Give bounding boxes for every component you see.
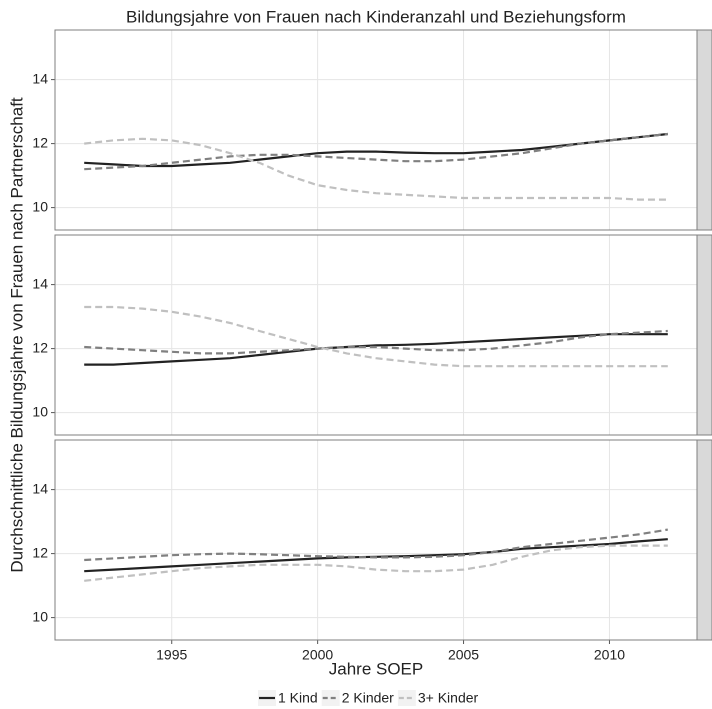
panel-background: [54, 439, 698, 641]
y-tick-label: 10: [32, 403, 48, 419]
y-tick-label: 12: [32, 339, 48, 355]
panel: 1012141995200020052010Ehe in HH: [32, 439, 712, 663]
series-line: [84, 528, 668, 562]
series-line: [84, 132, 668, 171]
y-axis-title: Durchschnittliche Bildungsjahre von Frau…: [7, 97, 26, 573]
y-tick-label: 12: [32, 134, 48, 150]
panel: 101214Partner in HH: [32, 234, 712, 436]
x-tick-label: 2005: [448, 647, 479, 663]
y-tick-label: 14: [32, 480, 48, 496]
series-line: [84, 544, 668, 582]
y-tick-label: 14: [32, 275, 48, 291]
panel: 101214Alleinerziehend: [32, 29, 712, 231]
y-tick-label: 14: [32, 70, 48, 86]
series-line: [84, 137, 668, 201]
x-tick-label: 2000: [302, 647, 333, 663]
chart-title: Bildungsjahre von Frauen nach Kinderanza…: [126, 7, 626, 26]
series-line: [84, 333, 668, 366]
series-line: [84, 305, 668, 368]
legend-label: 3+ Kinder: [418, 690, 479, 706]
y-tick-label: 10: [32, 198, 48, 214]
x-tick-label: 2010: [594, 647, 625, 663]
series-line: [84, 329, 668, 355]
strip: [696, 439, 712, 641]
x-tick-label: 1995: [156, 647, 187, 663]
legend-label: 2 Kinder: [342, 690, 394, 706]
panel-background: [54, 29, 698, 231]
strip: [696, 234, 712, 436]
strip: [696, 29, 712, 231]
legend-label: 1 Kind: [278, 690, 318, 706]
y-tick-label: 10: [32, 608, 48, 624]
y-tick-label: 12: [32, 544, 48, 560]
x-axis-title: Jahre SOEP: [329, 659, 424, 678]
